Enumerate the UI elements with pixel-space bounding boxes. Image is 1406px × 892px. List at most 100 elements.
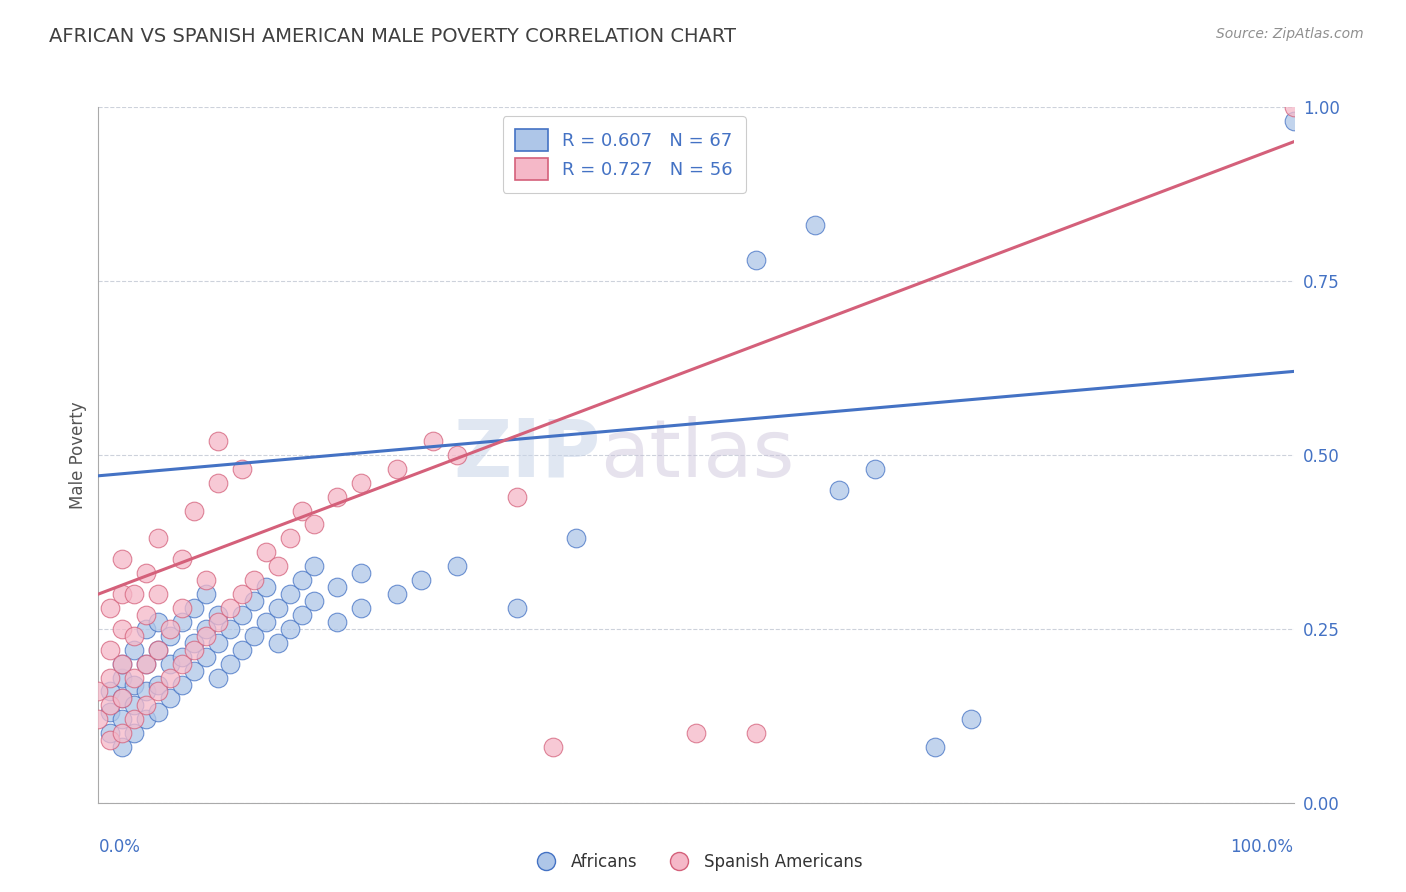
- Point: [411, 573, 433, 587]
- Point: [172, 615, 194, 629]
- Point: [172, 601, 194, 615]
- Point: [863, 462, 886, 476]
- Point: [194, 622, 217, 636]
- Point: [135, 657, 157, 671]
- Point: [231, 607, 253, 622]
- Point: [183, 636, 205, 650]
- Point: [290, 503, 312, 517]
- Point: [159, 657, 181, 671]
- Point: [194, 587, 217, 601]
- Point: [207, 434, 229, 448]
- Point: [422, 434, 444, 448]
- Point: [98, 671, 122, 685]
- Point: [135, 712, 157, 726]
- Point: [243, 629, 266, 643]
- Point: [194, 649, 217, 664]
- Point: [446, 559, 468, 574]
- Point: [124, 671, 146, 685]
- Point: [159, 622, 181, 636]
- Point: [172, 657, 194, 671]
- Point: [302, 594, 325, 608]
- Text: 100.0%: 100.0%: [1230, 838, 1294, 855]
- Point: [148, 532, 170, 546]
- Point: [111, 712, 134, 726]
- Point: [98, 726, 122, 740]
- Point: [267, 559, 290, 574]
- Point: [254, 580, 277, 594]
- Point: [290, 573, 312, 587]
- Point: [243, 594, 266, 608]
- Point: [172, 552, 194, 566]
- Point: [172, 649, 194, 664]
- Point: [98, 698, 122, 713]
- Point: [148, 706, 170, 720]
- Point: [135, 657, 157, 671]
- Point: [959, 712, 981, 726]
- Point: [207, 615, 229, 629]
- Point: [111, 726, 134, 740]
- Point: [302, 559, 325, 574]
- Point: [98, 642, 122, 657]
- Point: [183, 503, 205, 517]
- Text: 0.0%: 0.0%: [98, 838, 141, 855]
- Point: [385, 587, 409, 601]
- Point: [231, 587, 253, 601]
- Text: AFRICAN VS SPANISH AMERICAN MALE POVERTY CORRELATION CHART: AFRICAN VS SPANISH AMERICAN MALE POVERTY…: [49, 27, 737, 45]
- Point: [148, 642, 170, 657]
- Point: [98, 601, 122, 615]
- Point: [446, 448, 468, 462]
- Point: [254, 615, 277, 629]
- Text: atlas: atlas: [600, 416, 794, 494]
- Point: [219, 601, 242, 615]
- Point: [350, 566, 373, 581]
- Point: [565, 532, 588, 546]
- Point: [111, 622, 134, 636]
- Point: [219, 622, 242, 636]
- Point: [326, 580, 349, 594]
- Point: [745, 726, 768, 740]
- Point: [219, 657, 242, 671]
- Point: [207, 671, 229, 685]
- Point: [804, 219, 827, 233]
- Point: [1282, 100, 1305, 114]
- Point: [685, 726, 707, 740]
- Point: [124, 698, 146, 713]
- Point: [207, 475, 229, 490]
- Point: [506, 601, 529, 615]
- Point: [745, 253, 768, 268]
- Point: [183, 642, 205, 657]
- Point: [326, 490, 349, 504]
- Point: [135, 566, 157, 581]
- Point: [183, 664, 205, 678]
- Point: [506, 490, 529, 504]
- Point: [124, 677, 146, 691]
- Point: [243, 573, 266, 587]
- Point: [350, 601, 373, 615]
- Point: [98, 706, 122, 720]
- Point: [135, 622, 157, 636]
- Point: [148, 677, 170, 691]
- Text: Source: ZipAtlas.com: Source: ZipAtlas.com: [1216, 27, 1364, 41]
- Point: [278, 622, 301, 636]
- Point: [290, 607, 312, 622]
- Point: [267, 601, 290, 615]
- Point: [194, 573, 217, 587]
- Point: [148, 684, 170, 698]
- Point: [148, 642, 170, 657]
- Point: [207, 607, 229, 622]
- Point: [124, 642, 146, 657]
- Point: [326, 615, 349, 629]
- Point: [135, 607, 157, 622]
- Point: [98, 684, 122, 698]
- Point: [541, 740, 564, 755]
- Point: [194, 629, 217, 643]
- Point: [98, 733, 122, 747]
- Point: [148, 587, 170, 601]
- Point: [231, 642, 253, 657]
- Point: [159, 671, 181, 685]
- Y-axis label: Male Poverty: Male Poverty: [69, 401, 87, 508]
- Point: [159, 691, 181, 706]
- Point: [124, 726, 146, 740]
- Point: [111, 657, 134, 671]
- Point: [254, 545, 277, 559]
